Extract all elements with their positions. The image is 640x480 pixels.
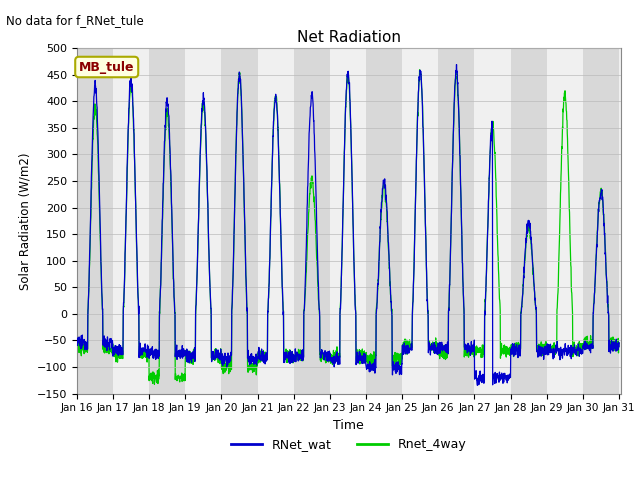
Bar [402, 48, 438, 394]
Bar [474, 48, 511, 394]
X-axis label: Time: Time [333, 419, 364, 432]
Bar [438, 48, 474, 394]
Title: Net Radiation: Net Radiation [297, 30, 401, 46]
Bar [583, 48, 619, 394]
Bar [257, 48, 294, 394]
Text: MB_tule: MB_tule [79, 60, 134, 73]
Bar [511, 48, 547, 394]
Legend: RNet_wat, Rnet_4way: RNet_wat, Rnet_4way [226, 433, 472, 456]
Bar [366, 48, 402, 394]
Bar [185, 48, 221, 394]
Bar [113, 48, 149, 394]
Bar [547, 48, 583, 394]
Bar [77, 48, 113, 394]
Bar [330, 48, 366, 394]
Bar [294, 48, 330, 394]
Y-axis label: Solar Radiation (W/m2): Solar Radiation (W/m2) [18, 152, 31, 289]
Bar [619, 48, 640, 394]
Text: No data for f_RNet_tule: No data for f_RNet_tule [6, 14, 144, 27]
Bar [221, 48, 257, 394]
Bar [149, 48, 185, 394]
